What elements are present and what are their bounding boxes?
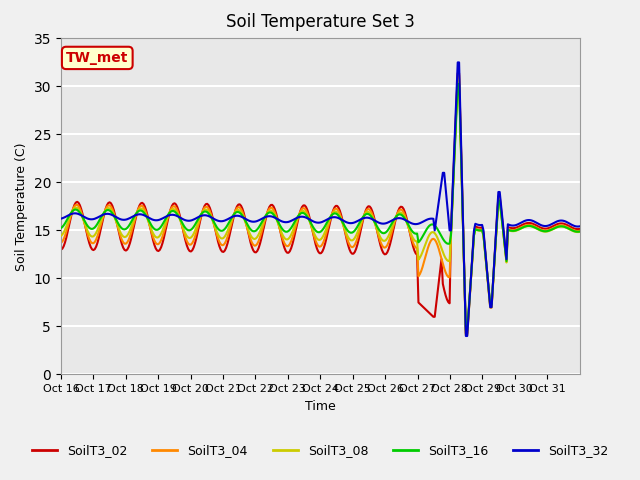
SoilT3_32 — [427, 216, 435, 222]
SoilT3_16 — [507, 228, 515, 233]
SoilT3_16 — [75, 208, 83, 214]
SoilT3_32 — [454, 60, 461, 65]
SoilT3_16 — [427, 222, 435, 228]
SoilT3_04 — [57, 240, 65, 246]
SoilT3_08 — [324, 222, 332, 228]
SoilT3_08 — [75, 206, 83, 212]
X-axis label: Time: Time — [305, 400, 335, 413]
SoilT3_02 — [57, 247, 65, 252]
SoilT3_32 — [91, 216, 99, 222]
SoilT3_02 — [576, 226, 584, 232]
Title: Soil Temperature Set 3: Soil Temperature Set 3 — [226, 13, 415, 31]
SoilT3_04 — [507, 227, 515, 233]
Y-axis label: Soil Temperature (C): Soil Temperature (C) — [15, 142, 28, 271]
SoilT3_04 — [454, 72, 461, 78]
SoilT3_32 — [575, 224, 582, 229]
SoilT3_32 — [576, 224, 584, 229]
SoilT3_02 — [427, 312, 435, 317]
SoilT3_32 — [75, 211, 83, 217]
Line: SoilT3_32: SoilT3_32 — [61, 62, 580, 336]
SoilT3_04 — [462, 332, 470, 338]
SoilT3_04 — [575, 228, 582, 234]
SoilT3_16 — [324, 218, 332, 224]
SoilT3_04 — [91, 239, 99, 245]
Line: SoilT3_16: SoilT3_16 — [61, 84, 580, 330]
Text: TW_met: TW_met — [66, 51, 129, 65]
SoilT3_02 — [507, 225, 515, 231]
SoilT3_16 — [575, 229, 582, 235]
SoilT3_08 — [575, 229, 582, 235]
SoilT3_04 — [427, 238, 435, 244]
SoilT3_08 — [507, 228, 515, 234]
SoilT3_32 — [324, 216, 332, 222]
SoilT3_04 — [75, 203, 83, 209]
SoilT3_32 — [57, 216, 65, 222]
SoilT3_02 — [324, 230, 332, 236]
SoilT3_16 — [454, 81, 461, 87]
SoilT3_16 — [91, 225, 99, 230]
SoilT3_02 — [91, 246, 99, 252]
Line: SoilT3_02: SoilT3_02 — [61, 73, 580, 333]
Line: SoilT3_08: SoilT3_08 — [61, 80, 580, 334]
SoilT3_04 — [576, 228, 584, 234]
SoilT3_02 — [454, 71, 461, 76]
SoilT3_04 — [324, 225, 332, 231]
SoilT3_16 — [462, 327, 470, 333]
Legend: SoilT3_02, SoilT3_04, SoilT3_08, SoilT3_16, SoilT3_32: SoilT3_02, SoilT3_04, SoilT3_08, SoilT3_… — [27, 439, 614, 462]
SoilT3_08 — [454, 77, 461, 83]
SoilT3_32 — [462, 333, 470, 339]
SoilT3_08 — [427, 230, 435, 236]
SoilT3_08 — [91, 232, 99, 238]
SoilT3_16 — [576, 228, 584, 234]
SoilT3_08 — [57, 233, 65, 239]
SoilT3_02 — [575, 226, 582, 232]
SoilT3_08 — [576, 229, 584, 235]
SoilT3_02 — [462, 330, 470, 336]
SoilT3_32 — [507, 222, 515, 228]
SoilT3_08 — [462, 331, 470, 337]
SoilT3_16 — [57, 225, 65, 231]
SoilT3_02 — [75, 200, 83, 205]
Line: SoilT3_04: SoilT3_04 — [61, 75, 580, 335]
